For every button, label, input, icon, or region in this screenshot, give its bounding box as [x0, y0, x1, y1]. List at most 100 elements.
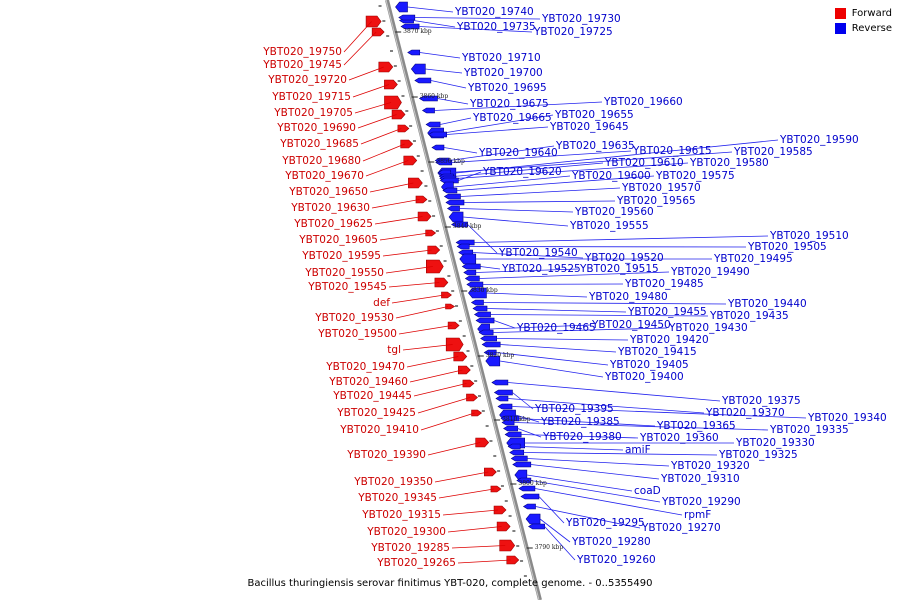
forward-gene-label[interactable]: YBT020_19545 — [308, 281, 387, 293]
reverse-gene-label[interactable]: YBT020_19385 — [541, 416, 620, 428]
reverse-gene-label[interactable]: YBT020_19340 — [808, 412, 887, 424]
reverse-gene-label[interactable]: YBT020_19330 — [736, 437, 815, 449]
reverse-gene-label[interactable]: YBT020_19270 — [642, 522, 721, 534]
reverse-gene-label[interactable]: YBT020_19700 — [464, 67, 543, 79]
reverse-gene-label[interactable]: rpmF — [684, 509, 712, 521]
forward-gene-label[interactable]: YBT020_19285 — [371, 542, 450, 554]
reverse-gene-label[interactable]: YBT020_19320 — [671, 460, 750, 472]
reverse-gene-label[interactable]: YBT020_19580 — [690, 157, 769, 169]
reverse-gene-label[interactable]: YBT020_19260 — [577, 554, 656, 566]
reverse-gene-label[interactable]: YBT020_19505 — [748, 241, 827, 253]
reverse-gene-label[interactable]: YBT020_19710 — [462, 52, 541, 64]
forward-gene-label[interactable]: def — [373, 297, 390, 309]
reverse-gene-label[interactable]: YBT020_19455 — [628, 306, 707, 318]
reverse-gene-label[interactable]: YBT020_19665 — [473, 112, 552, 124]
reverse-gene-label[interactable]: YBT020_19730 — [542, 13, 621, 25]
reverse-gene-label[interactable]: YBT020_19325 — [719, 449, 798, 461]
forward-gene-label[interactable]: YBT020_19550 — [305, 267, 384, 279]
reverse-gene-label[interactable]: YBT020_19570 — [622, 182, 701, 194]
forward-gene-label[interactable]: YBT020_19445 — [333, 390, 412, 402]
reverse-gene-label[interactable]: YBT020_19515 — [580, 263, 659, 275]
reverse-gene-label[interactable]: YBT020_19440 — [728, 298, 807, 310]
forward-gene-label[interactable]: YBT020_19350 — [354, 476, 433, 488]
forward-gene-label[interactable]: YBT020_19500 — [318, 328, 397, 340]
forward-gene-label[interactable]: YBT020_19625 — [294, 218, 373, 230]
forward-gene-label[interactable]: YBT020_19680 — [282, 155, 361, 167]
reverse-gene-label[interactable]: YBT020_19555 — [570, 220, 649, 232]
reverse-gene-label[interactable]: YBT020_19725 — [534, 26, 613, 38]
reverse-gene-feature — [410, 63, 426, 75]
reverse-gene-label[interactable]: YBT020_19520 — [585, 252, 664, 264]
forward-gene-label[interactable]: YBT020_19410 — [340, 424, 419, 436]
reverse-gene-label[interactable]: YBT020_19435 — [710, 310, 789, 322]
reverse-gene-label[interactable]: YBT020_19290 — [662, 496, 741, 508]
reverse-gene-label[interactable]: YBT020_19430 — [669, 322, 748, 334]
reverse-gene-label[interactable]: YBT020_19510 — [770, 230, 849, 242]
reverse-gene-label[interactable]: YBT020_19310 — [661, 473, 740, 485]
reverse-gene-label[interactable]: YBT020_19540 — [499, 247, 578, 259]
reverse-gene-label[interactable]: coaD — [634, 485, 661, 497]
reverse-gene-label[interactable]: YBT020_19590 — [780, 134, 859, 146]
reverse-gene-label[interactable]: YBT020_19450 — [592, 319, 671, 331]
reverse-gene-label[interactable]: YBT020_19370 — [706, 407, 785, 419]
reverse-gene-label[interactable]: YBT020_19415 — [618, 346, 697, 358]
reverse-gene-label[interactable]: YBT020_19735 — [457, 21, 536, 33]
forward-gene-label[interactable]: YBT020_19630 — [291, 202, 370, 214]
forward-gene-label[interactable]: YBT020_19750 — [263, 46, 342, 58]
forward-gene-label[interactable]: YBT020_19300 — [367, 526, 446, 538]
forward-gene-label[interactable]: YBT020_19425 — [337, 407, 416, 419]
forward-gene-label[interactable]: YBT020_19265 — [377, 557, 456, 569]
reverse-gene-label[interactable]: YBT020_19480 — [589, 291, 668, 303]
reverse-gene-label[interactable]: YBT020_19280 — [572, 536, 651, 548]
reverse-gene-label[interactable]: YBT020_19615 — [633, 145, 712, 157]
forward-gene-label[interactable]: YBT020_19690 — [277, 122, 356, 134]
reverse-gene-label[interactable]: YBT020_19645 — [550, 121, 629, 133]
forward-gene-label[interactable]: YBT020_19595 — [302, 250, 381, 262]
forward-gene-label[interactable]: tgl — [387, 344, 401, 356]
reverse-gene-label[interactable]: YBT020_19575 — [656, 170, 735, 182]
forward-gene-label[interactable]: YBT020_19650 — [289, 186, 368, 198]
reverse-gene-label[interactable]: YBT020_19395 — [535, 403, 614, 415]
forward-gene-label[interactable]: YBT020_19605 — [299, 234, 378, 246]
reverse-gene-label[interactable]: YBT020_19335 — [770, 424, 849, 436]
forward-gene-label[interactable]: YBT020_19715 — [272, 91, 351, 103]
reverse-gene-label[interactable]: YBT020_19420 — [630, 334, 709, 346]
reverse-gene-label[interactable]: YBT020_19565 — [617, 195, 696, 207]
forward-gene-label[interactable]: YBT020_19390 — [347, 449, 426, 461]
forward-gene-label[interactable]: YBT020_19745 — [263, 59, 342, 71]
reverse-gene-label[interactable]: YBT020_19465 — [517, 322, 596, 334]
reverse-gene-label[interactable]: YBT020_19640 — [479, 147, 558, 159]
reverse-gene-label[interactable]: YBT020_19740 — [455, 6, 534, 18]
reverse-gene-label[interactable]: amiF — [625, 444, 651, 456]
reverse-gene-label[interactable]: YBT020_19375 — [722, 395, 801, 407]
forward-gene-label[interactable]: YBT020_19705 — [274, 107, 353, 119]
reverse-gene-label[interactable]: YBT020_19655 — [555, 109, 634, 121]
forward-gene-label[interactable]: YBT020_19315 — [362, 509, 441, 521]
forward-gene-label[interactable]: YBT020_19460 — [329, 376, 408, 388]
forward-gene-label[interactable]: YBT020_19720 — [268, 74, 347, 86]
reverse-gene-label[interactable]: YBT020_19360 — [640, 432, 719, 444]
reverse-gene-label[interactable]: YBT020_19380 — [543, 431, 622, 443]
reverse-gene-label[interactable]: YBT020_19490 — [671, 266, 750, 278]
reverse-gene-label[interactable]: YBT020_19525 — [502, 263, 581, 275]
reverse-gene-label[interactable]: YBT020_19635 — [556, 140, 635, 152]
reverse-gene-label[interactable]: YBT020_19400 — [605, 371, 684, 383]
forward-gene-label[interactable]: YBT020_19685 — [280, 138, 359, 150]
forward-gene-label[interactable]: YBT020_19470 — [326, 361, 405, 373]
reverse-gene-label[interactable]: YBT020_19485 — [625, 278, 704, 290]
reverse-gene-label[interactable]: YBT020_19610 — [605, 157, 684, 169]
forward-gene-label[interactable]: YBT020_19530 — [315, 312, 394, 324]
reverse-gene-label[interactable]: YBT020_19405 — [610, 359, 689, 371]
reverse-gene-label[interactable]: YBT020_19600 — [572, 170, 651, 182]
forward-gene-label[interactable]: YBT020_19670 — [285, 170, 364, 182]
reverse-gene-label[interactable]: YBT020_19660 — [604, 96, 683, 108]
reverse-gene-label[interactable]: YBT020_19620 — [483, 166, 562, 178]
forward-gene-label[interactable]: YBT020_19345 — [358, 492, 437, 504]
reverse-gene-label[interactable]: YBT020_19695 — [468, 82, 547, 94]
reverse-gene-label[interactable]: YBT020_19365 — [657, 420, 736, 432]
reverse-gene-label[interactable]: YBT020_19585 — [734, 146, 813, 158]
reverse-gene-label[interactable]: YBT020_19675 — [470, 98, 549, 110]
reverse-gene-label[interactable]: YBT020_19560 — [575, 206, 654, 218]
reverse-gene-label[interactable]: YBT020_19495 — [714, 253, 793, 265]
reverse-gene-label[interactable]: YBT020_19295 — [566, 517, 645, 529]
